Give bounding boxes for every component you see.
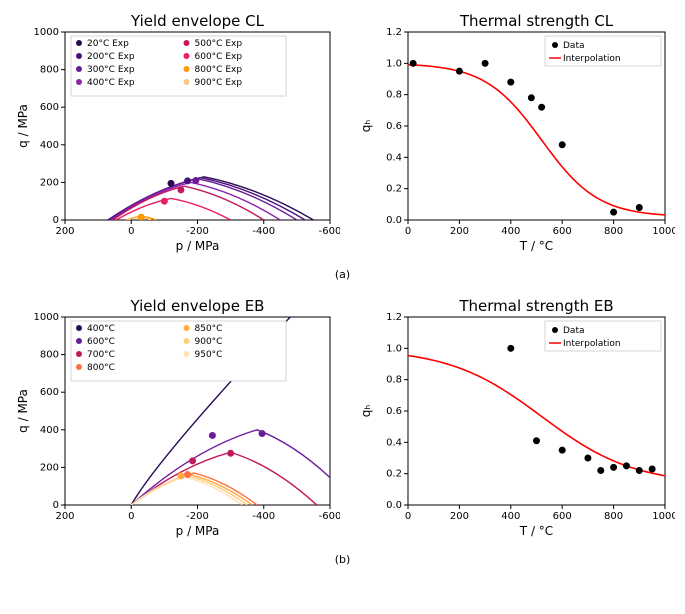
svg-text:-200: -200 xyxy=(186,511,209,522)
svg-text:p / MPa: p / MPa xyxy=(176,524,220,538)
svg-text:800: 800 xyxy=(40,350,59,361)
svg-text:Yield envelope EB: Yield envelope EB xyxy=(130,297,265,315)
svg-text:1.2: 1.2 xyxy=(386,312,402,323)
svg-text:1.0: 1.0 xyxy=(386,58,402,69)
svg-text:0: 0 xyxy=(405,226,411,237)
svg-text:0.8: 0.8 xyxy=(386,375,402,386)
svg-text:0.4: 0.4 xyxy=(386,152,402,163)
svg-text:-200: -200 xyxy=(186,226,209,237)
svg-text:Thermal strength CL: Thermal strength CL xyxy=(459,12,614,30)
row-b: Yield envelope EB2000-200-400-600p / MPa… xyxy=(10,295,675,545)
svg-text:400: 400 xyxy=(40,140,59,151)
panel-yield-cl: Yield envelope CL2000-200-400-600p / MPa… xyxy=(10,10,340,260)
svg-text:0: 0 xyxy=(128,511,134,522)
svg-text:-400: -400 xyxy=(252,226,275,237)
svg-text:q / MPa: q / MPa xyxy=(16,104,30,148)
caption-a: (a) xyxy=(10,268,675,281)
svg-text:0.6: 0.6 xyxy=(386,406,402,417)
svg-text:850°C: 850°C xyxy=(195,324,223,334)
svg-text:Interpolation: Interpolation xyxy=(563,54,621,64)
svg-text:800: 800 xyxy=(604,511,623,522)
svg-text:Interpolation: Interpolation xyxy=(563,339,621,349)
svg-text:600: 600 xyxy=(40,102,59,113)
svg-text:q / MPa: q / MPa xyxy=(16,389,30,433)
svg-text:200: 200 xyxy=(40,462,59,473)
svg-text:1.0: 1.0 xyxy=(386,343,402,354)
svg-text:0: 0 xyxy=(128,226,134,237)
svg-text:800: 800 xyxy=(604,226,623,237)
svg-text:0.8: 0.8 xyxy=(386,90,402,101)
panel-yield-eb: Yield envelope EB2000-200-400-600p / MPa… xyxy=(10,295,340,545)
svg-text:p / MPa: p / MPa xyxy=(176,239,220,253)
svg-text:800°C Exp: 800°C Exp xyxy=(195,65,243,75)
svg-text:T / °C: T / °C xyxy=(519,239,553,253)
svg-text:400: 400 xyxy=(501,511,520,522)
svg-text:900°C: 900°C xyxy=(195,337,223,347)
svg-text:Thermal strength EB: Thermal strength EB xyxy=(458,297,613,315)
svg-text:600°C: 600°C xyxy=(87,337,115,347)
svg-text:1000: 1000 xyxy=(652,226,675,237)
svg-text:-600: -600 xyxy=(319,226,340,237)
svg-text:Yield envelope CL: Yield envelope CL xyxy=(130,12,265,30)
panel-thermal-cl: Thermal strength CL 0 200 400 600 800 1000 T / … xyxy=(360,10,675,260)
panel-thermal-eb: Thermal strength EB 0 200 400 600 800 1000 T / … xyxy=(360,295,675,545)
svg-text:700°C: 700°C xyxy=(87,350,115,360)
svg-text:0: 0 xyxy=(53,215,59,226)
svg-text:1000: 1000 xyxy=(652,511,675,522)
svg-text:900°C Exp: 900°C Exp xyxy=(195,78,243,88)
chart-thermal-cl: Thermal strength CL 0 200 400 600 800 1000 T / … xyxy=(360,10,675,260)
svg-text:400°C Exp: 400°C Exp xyxy=(87,78,135,88)
svg-text:20°C Exp: 20°C Exp xyxy=(87,39,129,49)
svg-text:600: 600 xyxy=(40,387,59,398)
svg-text:400°C: 400°C xyxy=(87,324,115,334)
svg-text:400: 400 xyxy=(40,425,59,436)
svg-text:200: 200 xyxy=(55,226,74,237)
svg-text:1.2: 1.2 xyxy=(386,27,402,38)
svg-text:1000: 1000 xyxy=(34,27,59,38)
svg-text:0.2: 0.2 xyxy=(386,184,402,195)
svg-text:800: 800 xyxy=(40,65,59,76)
svg-text:200: 200 xyxy=(450,226,469,237)
svg-text:qₕ: qₕ xyxy=(360,405,373,418)
svg-text:0: 0 xyxy=(53,500,59,511)
chart-yield-eb: Yield envelope EB2000-200-400-600p / MPa… xyxy=(10,295,340,545)
svg-text:200: 200 xyxy=(450,511,469,522)
svg-text:200: 200 xyxy=(55,511,74,522)
svg-text:-400: -400 xyxy=(252,511,275,522)
svg-text:600: 600 xyxy=(553,511,572,522)
svg-text:600°C Exp: 600°C Exp xyxy=(195,52,243,62)
svg-text:-600: -600 xyxy=(319,511,340,522)
svg-text:0.0: 0.0 xyxy=(386,500,402,511)
chart-thermal-eb: Thermal strength EB 0 200 400 600 800 1000 T / … xyxy=(360,295,675,545)
svg-text:0: 0 xyxy=(405,511,411,522)
svg-text:1000: 1000 xyxy=(34,312,59,323)
svg-text:Data: Data xyxy=(563,41,585,51)
svg-text:200°C Exp: 200°C Exp xyxy=(87,52,135,62)
svg-text:0.2: 0.2 xyxy=(386,469,402,480)
svg-text:400: 400 xyxy=(501,226,520,237)
svg-text:T / °C: T / °C xyxy=(519,524,553,538)
svg-text:500°C Exp: 500°C Exp xyxy=(195,39,243,49)
svg-text:950°C: 950°C xyxy=(195,350,223,360)
svg-text:Data: Data xyxy=(563,326,585,336)
svg-text:200: 200 xyxy=(40,177,59,188)
caption-b: (b) xyxy=(10,553,675,566)
svg-text:600: 600 xyxy=(553,226,572,237)
svg-text:800°C: 800°C xyxy=(87,363,115,373)
svg-text:0.0: 0.0 xyxy=(386,215,402,226)
svg-text:qₕ: qₕ xyxy=(360,120,373,133)
row-a: Yield envelope CL2000-200-400-600p / MPa… xyxy=(10,10,675,260)
svg-text:0.4: 0.4 xyxy=(386,437,402,448)
chart-yield-cl: Yield envelope CL2000-200-400-600p / MPa… xyxy=(10,10,340,260)
svg-text:300°C Exp: 300°C Exp xyxy=(87,65,135,75)
svg-text:0.6: 0.6 xyxy=(386,121,402,132)
